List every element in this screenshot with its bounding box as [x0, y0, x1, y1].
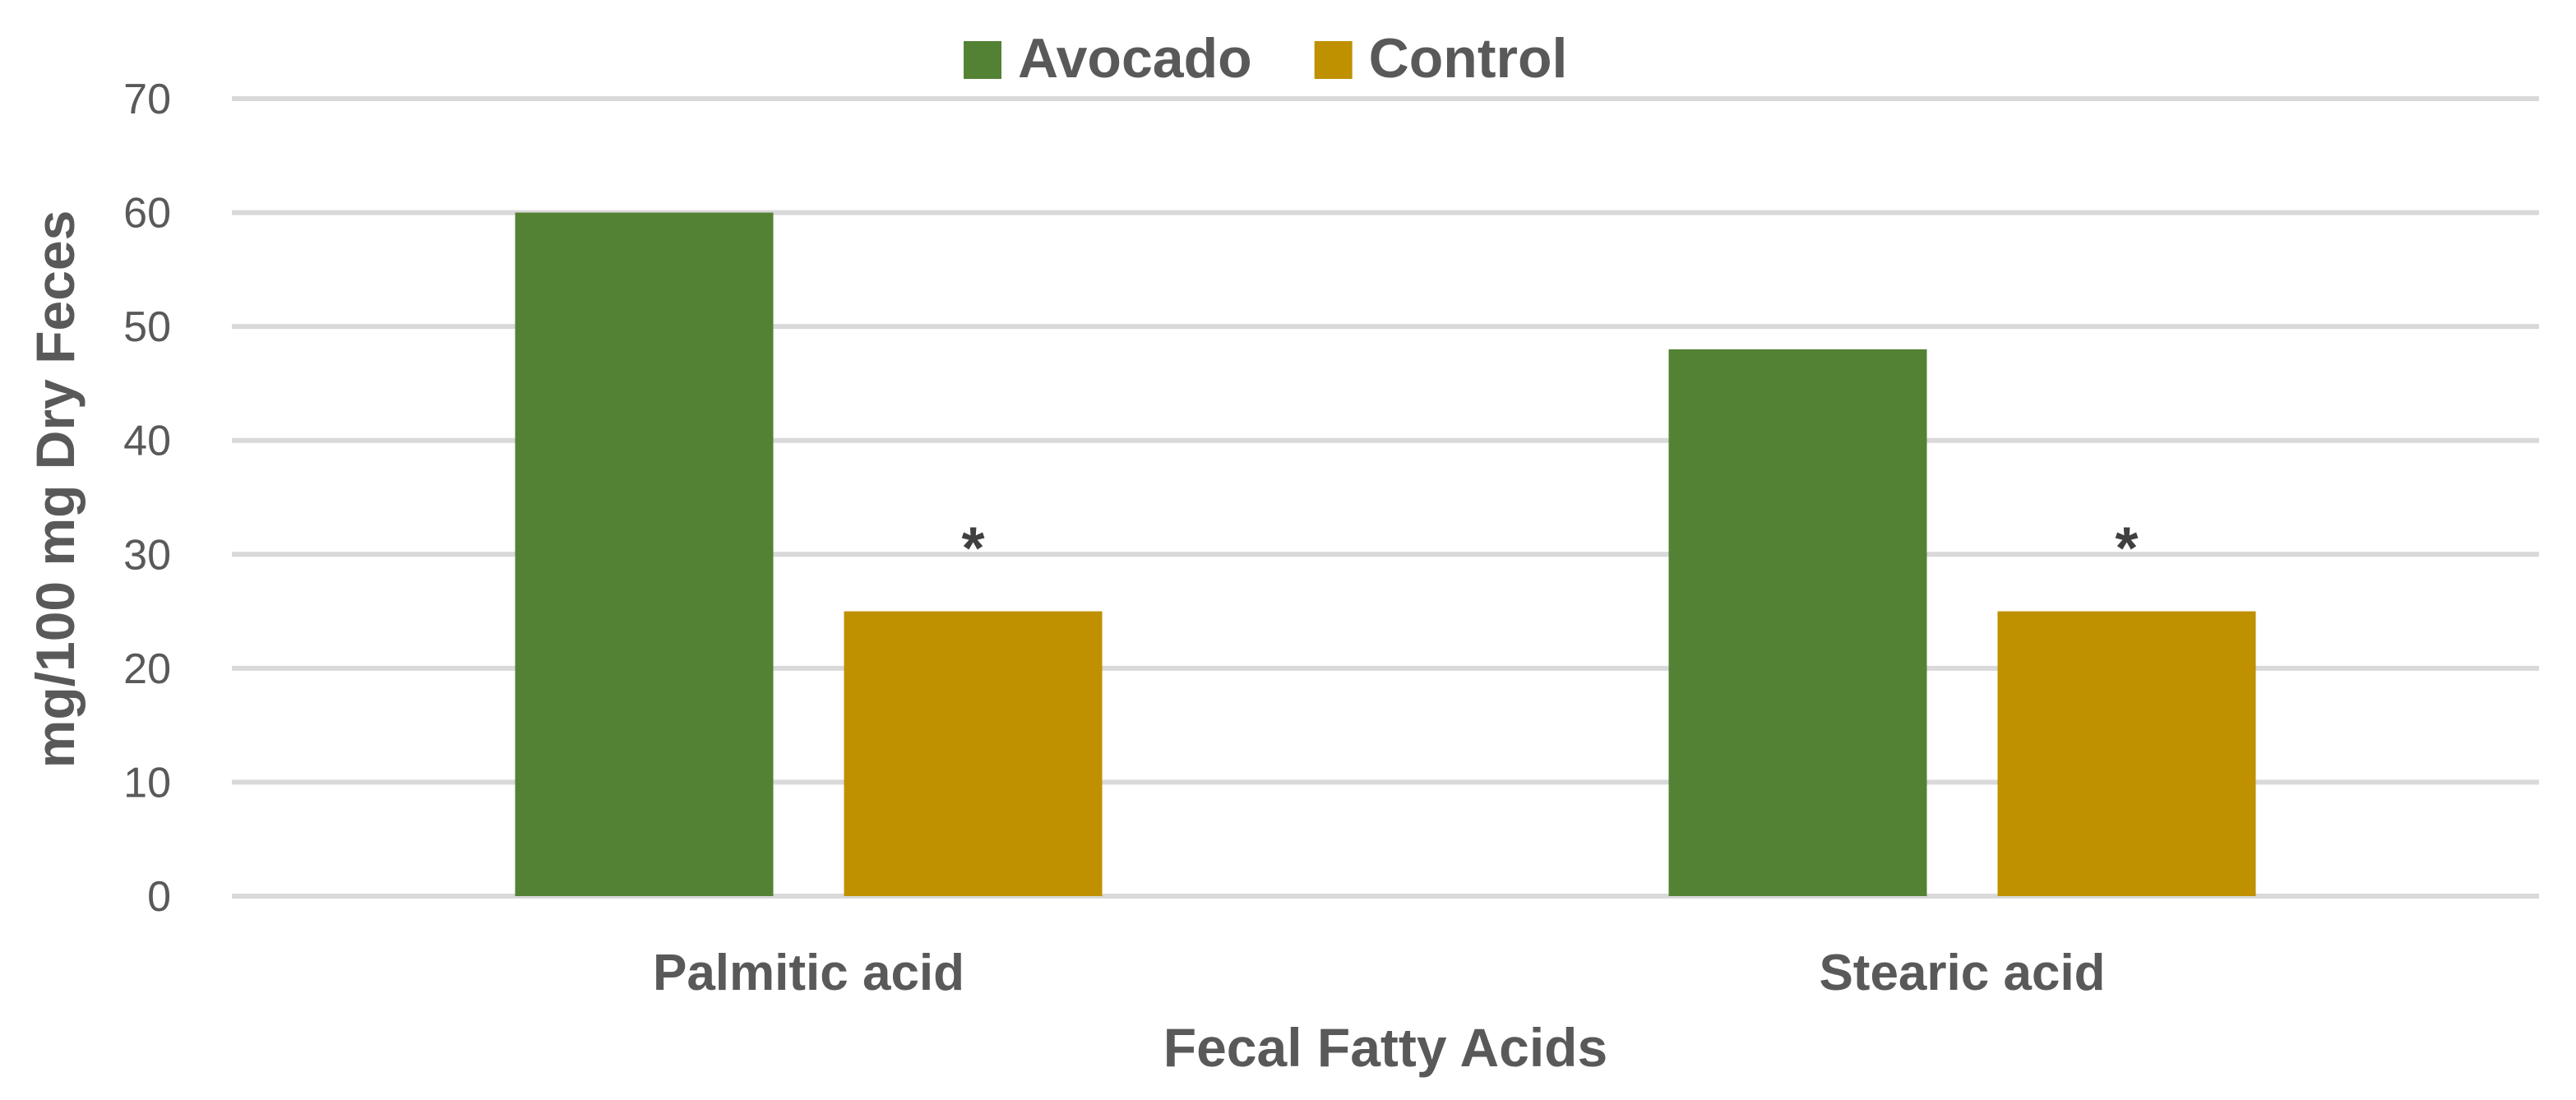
legend-label-control: Control [1369, 27, 1568, 90]
bars [515, 212, 2256, 897]
bar-control-stearic-acid [1997, 611, 2256, 896]
y-tick-label: 0 [147, 873, 171, 921]
bar-avocado-stearic-acid [1668, 349, 1927, 896]
y-axis-title: mg/100 mg Dry Feces [25, 210, 86, 769]
y-tick-label: 20 [123, 645, 171, 693]
legend-swatch-avocado [964, 41, 1001, 79]
y-tick-label: 10 [123, 759, 171, 807]
legend: Avocado Control [964, 27, 1567, 90]
significance-marker: * [2115, 516, 2138, 582]
y-tick-label: 30 [123, 531, 171, 579]
bar-control-palmitic-acid [844, 611, 1103, 896]
significance-marker: * [961, 516, 984, 582]
annotations: * * [961, 516, 2138, 582]
y-axis-ticks: 0 10 20 30 40 50 60 70 [123, 76, 171, 921]
x-axis-categories: Palmitic acid Stearic acid [653, 945, 2106, 1001]
bar-avocado-palmitic-acid [515, 212, 774, 897]
x-category-label: Palmitic acid [653, 945, 964, 1001]
y-tick-label: 50 [123, 303, 171, 351]
y-tick-label: 40 [123, 418, 171, 465]
legend-swatch-control [1314, 41, 1353, 79]
x-category-label: Stearic acid [1819, 945, 2105, 1001]
legend-label-avocado: Avocado [1018, 27, 1252, 90]
y-tick-label: 70 [123, 76, 171, 123]
y-tick-label: 60 [123, 190, 171, 238]
x-axis-title: Fecal Fatty Acids [1163, 1017, 1607, 1078]
